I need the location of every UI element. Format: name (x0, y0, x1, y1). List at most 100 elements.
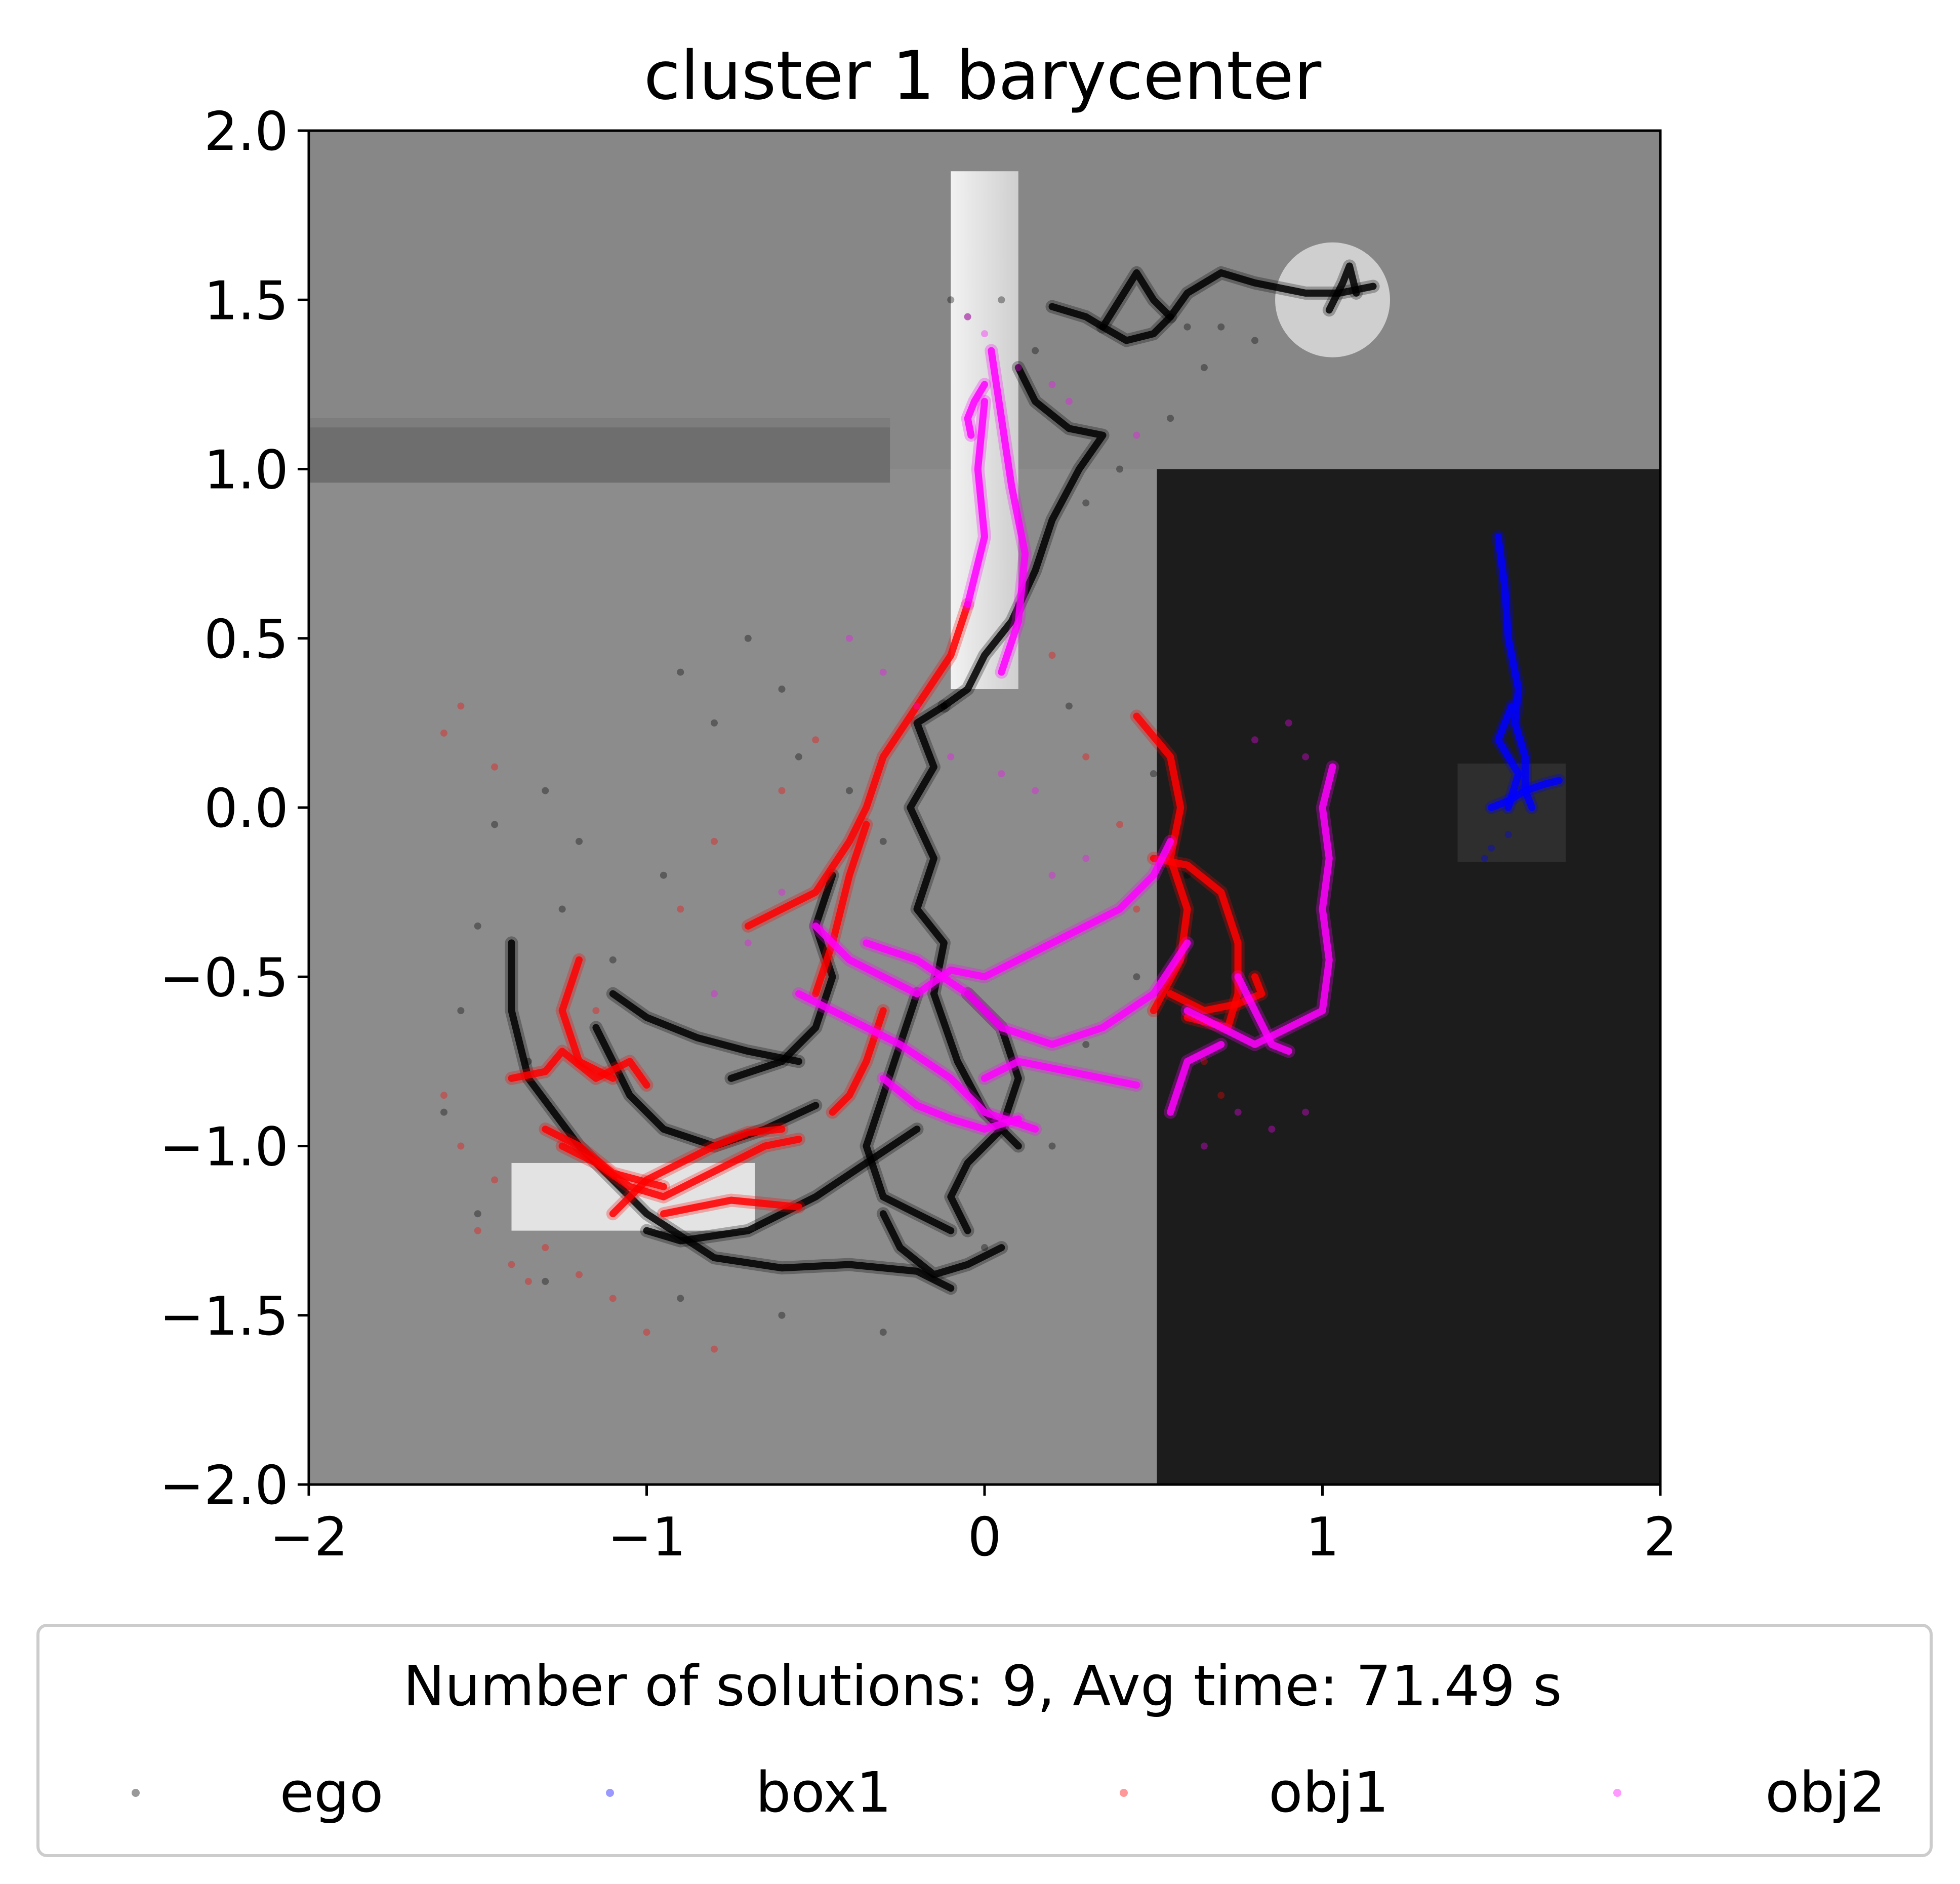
x-tick-label: 1 (1305, 1506, 1339, 1568)
obj2-scatter-point (1048, 871, 1056, 879)
obj1-scatter-point (1048, 652, 1056, 659)
obj1-trajectory (660, 1196, 802, 1218)
obj2-scatter-point (1133, 431, 1140, 439)
y-tick-label: 1.0 (204, 439, 289, 501)
obj1-scatter-point (711, 837, 718, 845)
obj2-scatter-point (913, 702, 921, 710)
obj2-trajectory (1183, 763, 1336, 1048)
ego-scatter-point (491, 821, 499, 828)
ego-scatter-point (846, 787, 853, 794)
ego-scatter-point (457, 1007, 465, 1015)
obj2-scatter-point (1302, 753, 1310, 760)
x-tick-label: 0 (968, 1506, 1002, 1568)
ego-scatter-point (1082, 1040, 1090, 1048)
box1-scatter-point (1488, 845, 1495, 852)
obj2-scatter-point (1302, 1108, 1310, 1116)
ego-scatter-point (1082, 499, 1090, 507)
obj1-scatter-point (643, 1329, 650, 1336)
ego-scatter-point (744, 634, 752, 642)
ego-trajectory (907, 702, 1022, 1150)
ego-scatter-point (879, 837, 887, 845)
obj1-trajectory (829, 1007, 887, 1116)
obj2-scatter-point (711, 990, 718, 997)
obj2-trajectory (795, 990, 1039, 1133)
ego-trajectory (609, 990, 802, 1065)
ego-scatter-point (1116, 465, 1123, 473)
obj1-trajectory (558, 956, 617, 1082)
ego-scatter-point (609, 956, 617, 964)
ego-scatter-point (542, 1277, 549, 1285)
series-obj2 (711, 313, 1339, 1150)
obj2-scatter-point (1251, 736, 1258, 744)
chart-title: cluster 1 barycenter (644, 37, 1322, 115)
obj2-trajectory (964, 397, 988, 608)
obj1-trajectory (812, 821, 870, 997)
ego-scatter-point (947, 296, 955, 304)
obj1-scatter-point (508, 1261, 515, 1268)
shelf (309, 418, 890, 483)
series-box1 (1481, 530, 1566, 862)
legend-label-box1: box1 (756, 1760, 892, 1825)
ego-scatter-point (474, 922, 481, 930)
legend-marker-obj1 (1120, 1789, 1128, 1797)
obj1-scatter-point (1116, 821, 1123, 828)
obj2-trajectory (863, 939, 1191, 1048)
obj2-scatter-point (998, 770, 1005, 778)
obj2-scatter-point (1234, 1108, 1242, 1116)
plot-content (309, 131, 1660, 1485)
obj2-scatter-point (1032, 787, 1039, 794)
obj2-scatter-point (1200, 1142, 1208, 1150)
y-tick-label: 0.0 (204, 778, 289, 839)
x-tick-label: 2 (1644, 1506, 1678, 1568)
y-tick-label: −1.0 (159, 1116, 289, 1178)
legend-marker-box1 (606, 1789, 614, 1797)
ego-scatter-point (1183, 323, 1191, 331)
ego-trajectory (940, 364, 1107, 710)
y-tick-label: −0.5 (159, 947, 289, 1009)
obj1-trajectory (744, 600, 971, 930)
legend-title: Number of solutions: 9, Avg time: 71.49 … (403, 1654, 1562, 1718)
obj2-trajectory (812, 837, 1174, 997)
ego-trajectory (1325, 262, 1360, 314)
ego-scatter-point (1251, 337, 1258, 344)
ego-scatter-point (879, 1329, 887, 1336)
box1-trajectory (1494, 702, 1522, 811)
ego-scatter-point (677, 1295, 684, 1302)
obj1-scatter-point (677, 905, 684, 913)
obj2-scatter-point (1048, 381, 1056, 388)
obj2-scatter-point (1268, 1126, 1276, 1133)
obj1-scatter-point (440, 1092, 447, 1099)
obj1-scatter-point (1133, 905, 1140, 913)
obj2-trajectory (1234, 973, 1292, 1055)
ego-scatter-point (558, 905, 566, 913)
ego-trajectory (643, 1126, 921, 1245)
obj2-scatter-point (981, 330, 988, 338)
y-tick-label: 0.5 (204, 609, 289, 670)
obj2-scatter-point (778, 889, 786, 896)
ego-scatter-point (660, 871, 667, 879)
ego-scatter-point (1183, 871, 1191, 879)
x-tick-label: −1 (607, 1506, 686, 1568)
obj1-trajectory (1167, 973, 1265, 1015)
obj1-scatter-point (592, 1007, 600, 1015)
y-tick-label: −2.0 (159, 1455, 289, 1516)
ego-trajectory (508, 939, 955, 1292)
legend-label-ego: ego (280, 1760, 384, 1825)
ego-scatter-point (1167, 415, 1174, 422)
ego-scatter-point (576, 837, 583, 845)
obj2-trajectory (981, 1058, 1140, 1089)
obj1-scatter-point (542, 1244, 549, 1252)
ego-trajectory (1099, 313, 1174, 344)
obj2-scatter-point (1014, 364, 1022, 371)
obj1-scatter-point (474, 1227, 481, 1234)
obj2-scatter-point (1065, 397, 1073, 405)
obj1-scatter-point (457, 702, 465, 710)
obj2-trajectory (988, 347, 1029, 676)
obj1-scatter-point (1082, 753, 1090, 760)
legend-marker-obj2 (1613, 1789, 1621, 1797)
ego-scatter-point (1048, 1142, 1056, 1150)
ego-scatter-point (677, 668, 684, 676)
ego-scatter-point (440, 1108, 447, 1116)
box1-scatter-point (1481, 855, 1488, 862)
